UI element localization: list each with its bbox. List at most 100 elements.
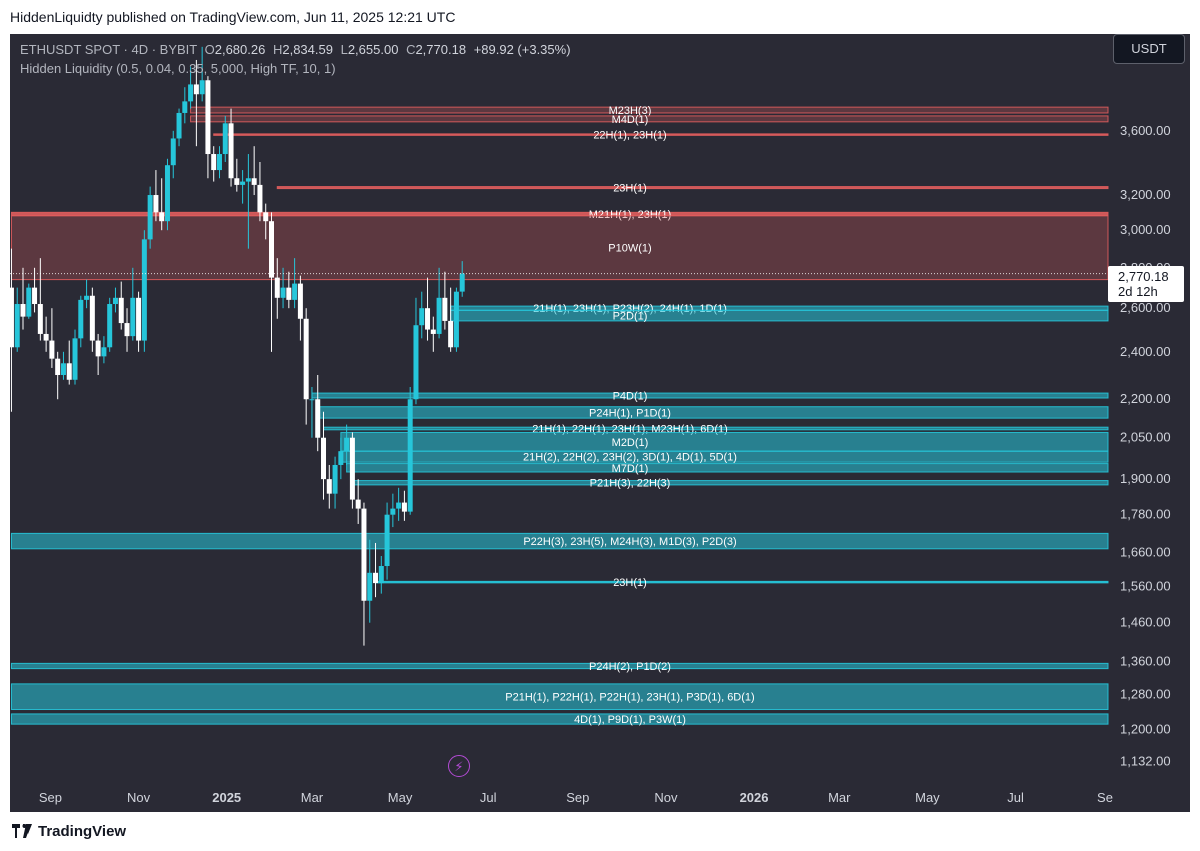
x-tick-label: May	[915, 790, 940, 805]
candle-body	[55, 359, 60, 375]
liquidity-zone	[347, 464, 1108, 472]
x-tick-label: Mar	[301, 790, 324, 805]
ohlc-row: ETHUSDT SPOT · 4D · BYBIT O2,680.26 H2,8…	[20, 40, 571, 59]
candle-body	[304, 319, 309, 399]
x-tick-label: Se	[1097, 790, 1113, 805]
zone-label: P2D(1)	[613, 311, 648, 323]
publish-header-text: HiddenLiquidty published on TradingView.…	[10, 9, 455, 25]
zone-label: M2D(1)	[612, 437, 649, 449]
candle-body	[142, 239, 147, 340]
zone-label: P24H(1), P1D(1)	[589, 407, 671, 419]
indicator-row[interactable]: Hidden Liquidity (0.5, 0.04, 0.35, 5,000…	[20, 59, 571, 78]
candle-body	[309, 399, 314, 400]
zone-label: P21H(1), P22H(1), P22H(1), 23H(1), P3D(1…	[505, 692, 754, 704]
candle-body	[367, 573, 372, 601]
liquidity-zone	[277, 187, 1108, 189]
liquidity-zone	[318, 407, 1108, 418]
candle-body	[15, 304, 20, 347]
candle-body	[101, 347, 106, 356]
candle-body	[67, 363, 72, 379]
candle-body	[78, 300, 83, 338]
candle-body	[113, 298, 118, 304]
candle-body	[263, 212, 268, 221]
candle-body	[153, 195, 158, 212]
liquidity-zone	[11, 212, 1108, 215]
y-tick-label: 1,660.00	[1120, 545, 1171, 560]
liquidity-zone	[11, 216, 1108, 280]
candle-body	[246, 178, 251, 181]
candle-body	[49, 341, 54, 359]
y-tick-label: 1,460.00	[1120, 615, 1171, 630]
candle-body	[240, 182, 245, 185]
y-tick-label: 3,600.00	[1120, 123, 1171, 138]
candle-body	[182, 101, 187, 113]
y-tick-label: 1,280.00	[1120, 686, 1171, 701]
y-tick-label: 2,400.00	[1120, 344, 1171, 359]
zone-label: 23H(1)	[613, 183, 647, 195]
x-tick-label: May	[388, 790, 413, 805]
candle-body	[361, 509, 366, 601]
bar-countdown: 2d 12h	[1118, 284, 1184, 299]
y-tick-label: 1,900.00	[1120, 471, 1171, 486]
candle-body	[460, 274, 465, 292]
y-tick-label: 1,560.00	[1120, 579, 1171, 594]
candle-body	[252, 178, 257, 185]
candle-body	[234, 178, 239, 185]
candle-body	[448, 321, 453, 347]
x-tick-label: Sep	[566, 790, 589, 805]
candle-body	[84, 296, 89, 300]
candle-body	[344, 438, 349, 451]
high-value: 2,834.59	[282, 42, 333, 57]
liquidity-zone	[376, 581, 1108, 583]
zone-label: P10W(1)	[608, 243, 651, 255]
close-value: 2,770.18	[415, 42, 466, 57]
candle-body	[281, 288, 286, 298]
candle-body	[125, 323, 130, 336]
liquidity-zone	[11, 663, 1108, 668]
y-tick-label: 2,600.00	[1120, 300, 1171, 315]
candle-body	[96, 341, 101, 357]
candle-body	[73, 338, 78, 379]
candle-body	[10, 288, 14, 348]
candle-body	[275, 278, 280, 298]
lightning-icon[interactable]: ⚡	[448, 755, 470, 777]
candle-body	[286, 288, 291, 300]
candle-body	[333, 465, 338, 494]
candle-body	[165, 165, 170, 221]
candle-body	[21, 304, 26, 317]
liquidity-zone	[352, 481, 1108, 485]
candle-body	[413, 325, 418, 399]
candle-body	[61, 363, 66, 375]
candle-body	[437, 298, 442, 334]
candle-body	[217, 154, 222, 170]
open-label: O	[205, 42, 215, 57]
candle-body	[292, 284, 297, 300]
y-tick-label: 3,200.00	[1120, 187, 1171, 202]
x-tick-label: Jul	[480, 790, 497, 805]
liquidity-zone	[451, 310, 1108, 321]
symbol-label[interactable]: ETHUSDT SPOT · 4D · BYBIT	[20, 42, 197, 57]
candle-body	[188, 84, 193, 101]
zone-label: P4D(1)	[613, 391, 648, 403]
indicator-label[interactable]: Hidden Liquidity (0.5, 0.04, 0.35, 5,000…	[20, 61, 336, 76]
zone-label: M7D(1)	[612, 463, 649, 475]
candle-body	[257, 185, 262, 212]
currency-button[interactable]: USDT	[1113, 34, 1185, 64]
low-value: 2,655.00	[348, 42, 399, 57]
liquidity-zone	[341, 432, 1108, 451]
candle-body	[269, 221, 274, 277]
chart-frame[interactable]: M23H(3) M4D(1) 22H(1), 23H(1) 23H(1) M21H(1)…	[10, 34, 1190, 812]
candle-body	[136, 298, 141, 341]
candle-body	[350, 438, 355, 500]
candle-body	[148, 195, 153, 239]
last-price-badge: 2,770.18 2d 12h	[1108, 266, 1184, 302]
candle-body	[431, 330, 436, 334]
x-tick-label: Jul	[1007, 790, 1024, 805]
candle-body	[130, 298, 135, 336]
candle-body	[373, 573, 378, 583]
chart-canvas[interactable]: M23H(3)M4D(1) 22H(1), 23H(1) 23H(1) M21H(1)…	[10, 34, 1190, 812]
last-price-value: 2,770.18	[1118, 269, 1184, 284]
low-label: L	[341, 42, 348, 57]
candle-body	[425, 308, 430, 329]
y-tick-label: 3,000.00	[1120, 222, 1171, 237]
